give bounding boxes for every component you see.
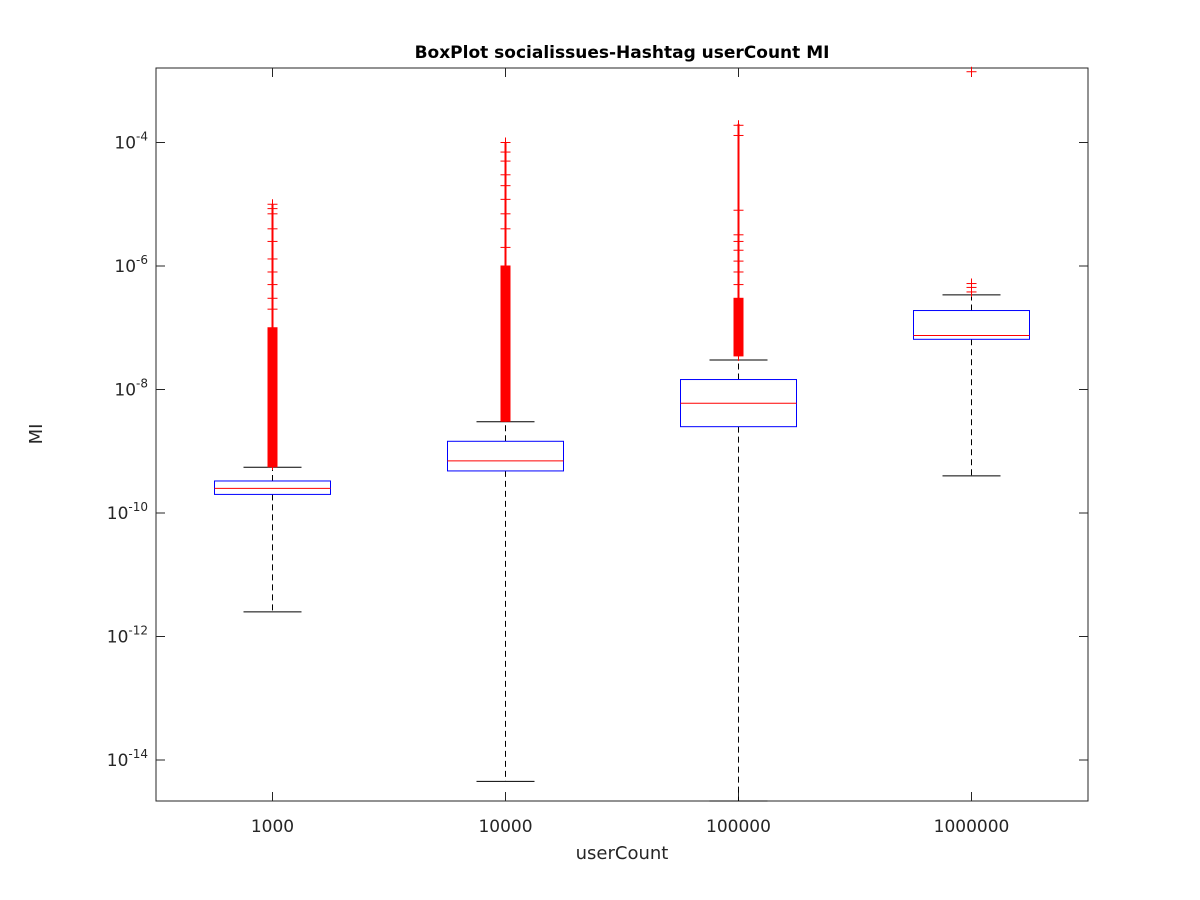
outlier-marker bbox=[500, 403, 511, 414]
outlier-marker bbox=[267, 427, 278, 438]
box-10000 bbox=[447, 137, 564, 782]
outlier-marker bbox=[733, 120, 744, 131]
y-tick-exponent: -10 bbox=[128, 500, 148, 514]
y-tick-mantissa: 10 bbox=[107, 751, 129, 771]
outlier-marker bbox=[500, 223, 511, 234]
outlier-marker bbox=[733, 293, 744, 304]
y-tick-mantissa: 10 bbox=[107, 628, 129, 648]
outlier-marker bbox=[733, 245, 744, 256]
outlier-marker bbox=[267, 336, 278, 347]
outlier-marker bbox=[267, 304, 278, 315]
outlier-marker bbox=[500, 137, 511, 148]
y-tick-mantissa: 10 bbox=[114, 257, 136, 277]
outlier-marker bbox=[267, 355, 278, 366]
outlier-marker bbox=[733, 279, 744, 290]
outlier-marker bbox=[500, 355, 511, 366]
outlier-marker bbox=[267, 293, 278, 304]
x-tick-label: 10000 bbox=[478, 817, 532, 837]
y-tick-exponent: -14 bbox=[128, 747, 148, 761]
x-axis-label: userCount bbox=[576, 843, 669, 864]
outlier-marker bbox=[733, 322, 744, 333]
outlier-marker bbox=[500, 285, 511, 296]
box-100000 bbox=[680, 120, 797, 802]
outlier-marker bbox=[500, 147, 511, 158]
x-tick-label: 100000 bbox=[706, 817, 771, 837]
iqr-box bbox=[447, 440, 564, 472]
x-tick-label: 1000000 bbox=[934, 817, 1010, 837]
y-tick-mantissa: 10 bbox=[107, 504, 129, 524]
y-tick-exponent: -8 bbox=[136, 377, 148, 391]
y-tick-exponent: -4 bbox=[136, 130, 148, 144]
y-axis-label: MI bbox=[26, 424, 47, 445]
outlier-marker bbox=[500, 304, 511, 315]
iqr-box bbox=[913, 310, 1030, 340]
plot-frame bbox=[155, 67, 1089, 802]
outlier-marker bbox=[267, 446, 278, 457]
outlier-marker bbox=[966, 66, 977, 77]
outlier-marker bbox=[267, 266, 278, 277]
outlier-marker bbox=[267, 253, 278, 264]
y-tick-label: 10-10 bbox=[107, 500, 148, 524]
y-tick-label: 10-6 bbox=[114, 253, 148, 277]
outlier-marker bbox=[267, 322, 278, 333]
outlier-marker bbox=[267, 403, 278, 414]
outlier-marker bbox=[733, 229, 744, 240]
outlier-marker bbox=[500, 322, 511, 333]
outlier-marker bbox=[733, 256, 744, 267]
outlier-marker bbox=[500, 180, 511, 191]
y-tick-label: 10-4 bbox=[114, 130, 148, 154]
outlier-marker bbox=[267, 384, 278, 395]
outlier-marker bbox=[500, 261, 511, 271]
outlier-marker bbox=[500, 242, 511, 253]
outlier-marker bbox=[733, 304, 744, 315]
outlier-marker bbox=[733, 332, 744, 343]
y-tick-label: 10-14 bbox=[107, 747, 148, 771]
y-tick-label: 10-8 bbox=[114, 377, 148, 401]
iqr-box bbox=[214, 480, 331, 495]
outlier-marker bbox=[267, 236, 278, 247]
chart-title: BoxPlot socialissues-Hashtag userCount M… bbox=[415, 43, 830, 63]
outlier-marker bbox=[966, 278, 977, 289]
box-1000000 bbox=[913, 66, 1030, 477]
outlier-marker bbox=[733, 341, 744, 352]
outlier-marker bbox=[733, 266, 744, 277]
x-tick-label: 1000 bbox=[251, 817, 294, 837]
outlier-marker bbox=[500, 336, 511, 347]
outlier-marker bbox=[500, 270, 511, 281]
outlier-marker bbox=[267, 223, 278, 234]
outlier-marker bbox=[733, 130, 744, 141]
outlier-marker bbox=[500, 208, 511, 219]
box-1000 bbox=[214, 199, 331, 613]
y-tick-mantissa: 10 bbox=[114, 381, 136, 401]
y-tick-exponent: -6 bbox=[136, 253, 148, 267]
outlier-marker bbox=[500, 194, 511, 205]
outlier-marker bbox=[500, 169, 511, 180]
outlier-marker bbox=[500, 156, 511, 167]
y-tick-label: 10-12 bbox=[107, 624, 148, 648]
outlier-marker bbox=[500, 384, 511, 395]
y-tick-mantissa: 10 bbox=[114, 134, 136, 154]
y-tick-exponent: -12 bbox=[128, 624, 148, 638]
outlier-marker bbox=[267, 199, 278, 210]
outlier-marker bbox=[733, 205, 744, 216]
outlier-marker bbox=[267, 279, 278, 290]
